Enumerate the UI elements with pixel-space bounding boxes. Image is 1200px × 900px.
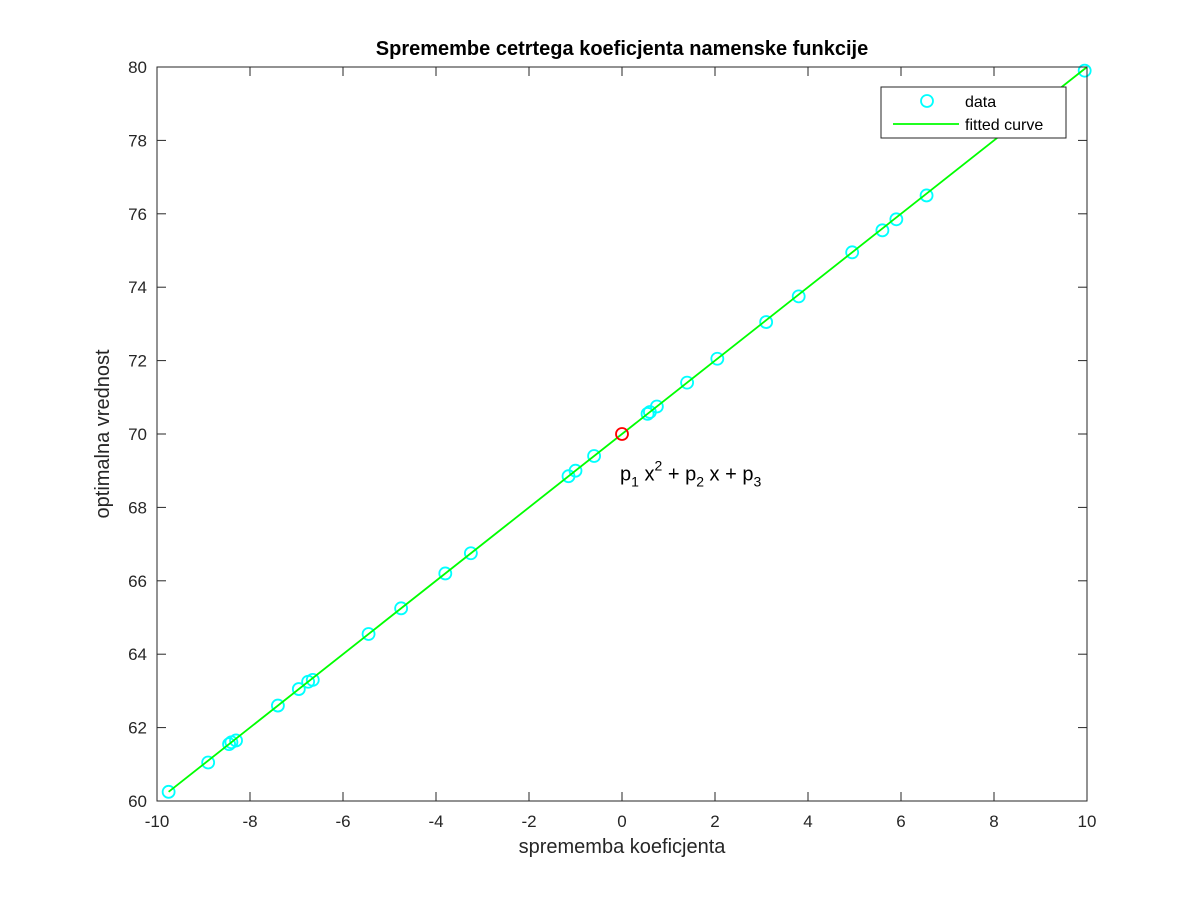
- data-point: [305, 672, 320, 687]
- x-tick-label: -2: [521, 812, 536, 831]
- x-tick-label: -6: [335, 812, 350, 831]
- x-tick-label: 10: [1078, 812, 1097, 831]
- equation-part: x: [639, 463, 655, 485]
- legend: data fitted curve: [880, 86, 1067, 139]
- chart-title: Spremembe cetrtega koeficjenta namenske …: [376, 38, 868, 60]
- x-tick-label: 2: [710, 812, 719, 831]
- y-tick-label: 78: [128, 131, 147, 150]
- data-point: [438, 566, 453, 581]
- equation-part: + p: [662, 463, 696, 485]
- x-tick-label: 0: [617, 812, 626, 831]
- data-point: [791, 289, 806, 304]
- y-tick-label: 80: [128, 58, 147, 77]
- equation-annotation: p1 x2 + p2 x + p3: [620, 457, 761, 489]
- data-point: [291, 682, 306, 696]
- equation-part: 1: [631, 473, 639, 489]
- y-tick-label: 72: [128, 352, 147, 371]
- y-tick-label: 64: [128, 645, 147, 664]
- y-tick-label: 74: [128, 278, 147, 297]
- legend-label-data: data: [965, 94, 996, 111]
- x-tick-label: -10: [145, 812, 170, 831]
- y-tick-label: 68: [128, 498, 147, 517]
- equation-part: 3: [753, 473, 761, 489]
- y-axis-label: optimalna vrednost: [92, 349, 114, 518]
- data-point: [222, 737, 236, 752]
- data-point: [463, 546, 478, 561]
- legend-box: [880, 86, 1067, 139]
- equation-part: 2: [654, 457, 662, 473]
- data-point: [1077, 63, 1092, 78]
- legend-label-fitted-curve: fitted curve: [965, 117, 1043, 134]
- y-tick-label: 76: [128, 205, 147, 224]
- data-point: [640, 406, 655, 421]
- data-point: [587, 449, 601, 463]
- x-axis-label: sprememba koeficjenta: [519, 836, 727, 858]
- y-tick-label: 70: [128, 425, 147, 444]
- data-point: [229, 733, 243, 748]
- equation-part: p: [620, 463, 631, 485]
- fitted-curve-line: [168, 66, 1088, 793]
- x-tick-label: -4: [428, 812, 443, 831]
- plot-marks: [161, 63, 1092, 799]
- data-point: [710, 351, 725, 366]
- data-point: [759, 315, 774, 329]
- data-point: [270, 698, 285, 713]
- data-point: [875, 223, 890, 238]
- x-tick-label: 6: [896, 812, 905, 831]
- equation-part: 2: [696, 473, 704, 489]
- legend-marker-data: [920, 94, 934, 108]
- x-tick-label: -8: [242, 812, 257, 831]
- data-point: [161, 784, 176, 799]
- data-point: [361, 627, 376, 641]
- x-tick-label: 8: [989, 812, 998, 831]
- data-point: [889, 212, 904, 227]
- y-tick-label: 62: [128, 719, 147, 738]
- equation-part: x + p: [704, 463, 753, 485]
- highlighted-point: [615, 427, 629, 441]
- y-tick-label: 66: [128, 572, 147, 591]
- data-point: [649, 399, 664, 414]
- data-point: [919, 188, 934, 203]
- data-point: [568, 463, 583, 478]
- data-point: [680, 375, 694, 390]
- data-point: [394, 601, 409, 616]
- data-point: [845, 245, 860, 260]
- x-tick-label: 4: [803, 812, 812, 831]
- data-point: [201, 755, 216, 770]
- y-tick-label: 60: [128, 792, 147, 811]
